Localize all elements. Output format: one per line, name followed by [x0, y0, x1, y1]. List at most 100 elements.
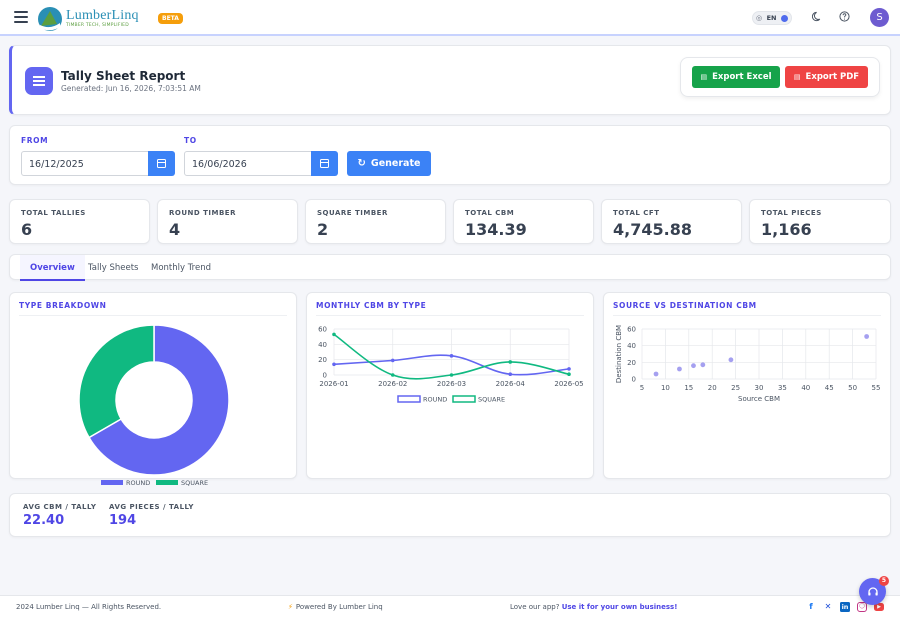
type-breakdown-chart: ROUND SQUARE [78, 324, 230, 487]
generate-label: Generate [370, 158, 421, 169]
calendar-icon [157, 159, 166, 168]
youtube-icon[interactable]: ▶ [874, 603, 884, 611]
x-tick-label: 25 [731, 384, 740, 392]
generate-button[interactable]: ↻ Generate [347, 151, 431, 176]
export-pdf-label: Export PDF [805, 72, 860, 82]
file-pdf-icon: ▤ [793, 73, 801, 81]
list-icon [25, 67, 53, 95]
x-tick-label: 2026-01 [319, 380, 348, 388]
x-axis-label: Source CBM [738, 395, 780, 403]
to-calendar-button[interactable] [311, 151, 338, 176]
pie-slice-square [78, 324, 155, 439]
export-pdf-button[interactable]: ▤ Export PDF [785, 66, 868, 88]
stat-label: SQUARE TIMBER [317, 209, 388, 217]
data-point [567, 367, 571, 371]
data-point [449, 373, 454, 377]
scatter-point [653, 371, 659, 377]
y-tick-label: 60 [627, 326, 636, 334]
legend-swatch [101, 480, 123, 485]
legend-swatch [397, 395, 421, 403]
file-excel-icon: ▤ [700, 73, 708, 81]
x-icon[interactable]: ✕ [824, 602, 832, 611]
language-code: EN [766, 14, 777, 22]
legend-label: ROUND [423, 396, 447, 404]
moon-icon[interactable] [811, 11, 824, 24]
date-filter: FROM 16/12/2025 TO 16/06/2026 ↻ Generate [9, 125, 891, 185]
x-tick-label: 30 [755, 384, 764, 392]
brand-tagline: TIMBER TECH, SIMPLIFIED [66, 23, 129, 29]
data-point [390, 358, 395, 363]
scatter-point [700, 362, 706, 368]
y-tick-label: 40 [627, 342, 636, 350]
stat-card: ROUND TIMBER 4 [157, 199, 298, 244]
menu-icon[interactable] [14, 11, 28, 23]
tab-monthly-trend[interactable]: Monthly Trend [151, 263, 211, 273]
x-tick-label: 5 [640, 384, 644, 392]
stat-value: 6 [21, 220, 33, 239]
avg-value: 22.40 [23, 513, 65, 528]
x-tick-label: 10 [661, 384, 670, 392]
page-title: Tally Sheet Report [61, 69, 186, 83]
legend-label: ROUND [126, 479, 150, 487]
to-label: TO [184, 136, 197, 145]
x-tick-label: 40 [801, 384, 810, 392]
scatter-point [691, 363, 696, 369]
facebook-icon[interactable]: f [809, 602, 813, 611]
stat-label: ROUND TIMBER [169, 209, 236, 217]
refresh-icon: ↻ [357, 158, 366, 169]
tab-tally-sheets[interactable]: Tally Sheets [88, 263, 139, 273]
x-tick-label: 20 [708, 384, 717, 392]
stat-value: 134.39 [465, 220, 527, 239]
legend-label: SQUARE [181, 479, 208, 487]
stat-label: TOTAL CBM [465, 209, 515, 217]
language-toggle[interactable]: ◎ EN [752, 11, 792, 25]
data-point [449, 354, 454, 358]
stat-value: 2 [317, 220, 329, 239]
stat-label: TOTAL TALLIES [21, 209, 86, 217]
headset-icon [867, 586, 878, 595]
from-date-input[interactable]: 16/12/2025 [21, 151, 149, 176]
tab-overview[interactable]: Overview [20, 255, 85, 281]
avatar[interactable]: S [870, 8, 889, 27]
from-calendar-button[interactable] [148, 151, 175, 176]
y-tick-label: 20 [318, 356, 327, 364]
stat-card: TOTAL TALLIES 6 [9, 199, 150, 244]
bolt-icon: ⚡ [288, 603, 293, 611]
stat-card: SQUARE TIMBER 2 [305, 199, 446, 244]
source-destination-card: SOURCE VS DESTINATION CBM 0 20 40 60 5 10 15 20… [603, 292, 891, 479]
x-tick-label: 2026-03 [437, 380, 466, 388]
x-tick-label: 2026-04 [496, 380, 526, 388]
data-point [508, 372, 513, 377]
brand-logo[interactable]: LumberLinq TIMBER TECH, SIMPLIFIED [37, 4, 149, 34]
promo-link[interactable]: Use it for your own business! [561, 603, 678, 611]
data-point [332, 332, 336, 337]
stat-label: TOTAL CFT [613, 209, 660, 217]
globe-icon: ◎ [756, 14, 763, 22]
y-tick-label: 20 [627, 359, 636, 367]
avg-label: AVG PIECES / TALLY [109, 503, 194, 511]
instagram-icon[interactable]: ◯ [857, 602, 867, 612]
help-circle-icon[interactable] [838, 11, 851, 24]
stat-card: TOTAL CBM 134.39 [453, 199, 594, 244]
linkedin-icon[interactable]: in [840, 602, 850, 612]
x-tick-label: 50 [848, 384, 857, 392]
scatter-point [728, 357, 734, 363]
data-point [508, 360, 513, 364]
pie-slice-round [88, 324, 230, 476]
x-tick-label: 2026-02 [378, 380, 407, 388]
y-tick-label: 40 [318, 341, 327, 349]
x-tick-label: 2026-05 [554, 380, 583, 388]
y-tick-label: 60 [318, 326, 327, 334]
export-excel-label: Export Excel [712, 72, 772, 82]
averages-card: AVG CBM / TALLY 22.40 AVG PIECES / TALLY… [9, 493, 891, 537]
stat-card: TOTAL PIECES 1,166 [749, 199, 891, 244]
toggle-knob [781, 14, 788, 22]
generated-timestamp: Generated: Jun 16, 2026, 7:03:51 AM [61, 84, 201, 93]
legend-label: SQUARE [478, 396, 505, 404]
promo-text: Love our app? [510, 603, 560, 611]
from-label: FROM [21, 136, 49, 145]
export-excel-button[interactable]: ▤ Export Excel [692, 66, 780, 88]
to-date-input[interactable]: 16/06/2026 [184, 151, 312, 176]
x-tick-label: 55 [872, 384, 881, 392]
powered-text: Powered By Lumber Linq [295, 603, 383, 611]
